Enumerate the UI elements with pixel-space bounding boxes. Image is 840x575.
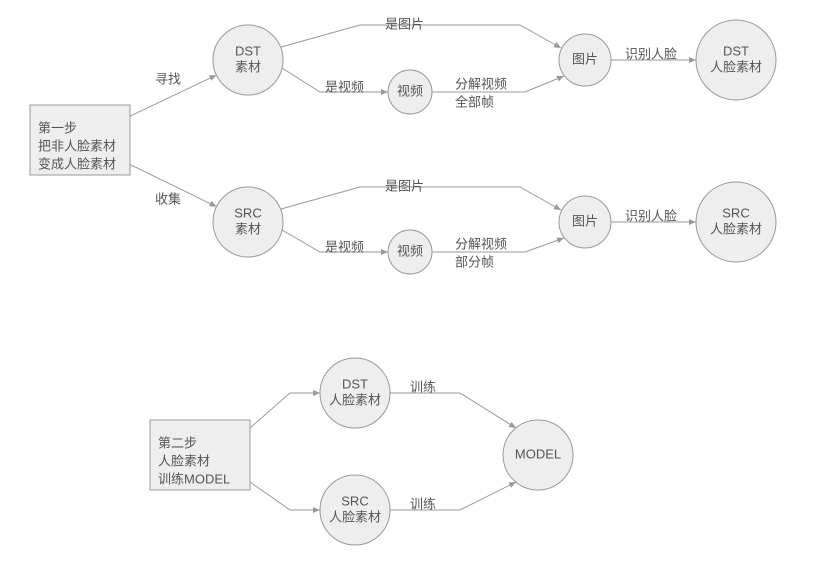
edge-label-src_img-src_face: 识别人脸 bbox=[625, 208, 677, 223]
node-text-step1-0: 第一步 bbox=[38, 120, 77, 135]
edge-label-src_face2-model: 训练 bbox=[410, 496, 436, 511]
edge-label-step1-src_mat: 收集 bbox=[155, 191, 181, 206]
edge-label-dst_img-dst_face: 识别人脸 bbox=[625, 46, 677, 61]
node-text-src_video-0: 视频 bbox=[397, 243, 423, 258]
node-text-step1-2: 变成人脸素材 bbox=[38, 156, 116, 171]
edge-label-dst_mat-dst_video: 是视频 bbox=[325, 79, 364, 94]
node-text-step1-1: 把非人脸素材 bbox=[38, 138, 116, 153]
node-text-src_face2-1: 人脸素材 bbox=[329, 509, 381, 524]
edge-label-step1-dst_mat: 寻找 bbox=[155, 71, 181, 86]
node-text-dst_face-0: DST bbox=[723, 43, 749, 58]
edge-label-src_mat-src_img: 是图片 bbox=[385, 178, 424, 193]
node-text-dst_mat-0: DST bbox=[235, 43, 261, 58]
node-text-step2-1: 人脸素材 bbox=[158, 453, 210, 468]
node-text-step2-2: 训练MODEL bbox=[158, 471, 230, 486]
node-text-model-0: MODEL bbox=[515, 446, 561, 461]
edge-label-src_mat-src_video: 是视频 bbox=[325, 239, 364, 254]
edge-src_face2-model bbox=[390, 482, 516, 510]
edge-label-dst_video-dst_img: 分解视频 bbox=[455, 76, 507, 91]
node-text-dst_img-0: 图片 bbox=[572, 51, 598, 66]
edge-label-dst_face2-model: 训练 bbox=[410, 379, 436, 394]
edge-label2-src_video-src_img: 部分帧 bbox=[455, 254, 494, 269]
edge-label-dst_mat-dst_img: 是图片 bbox=[385, 16, 424, 31]
node-text-dst_face2-1: 人脸素材 bbox=[329, 392, 381, 407]
node-text-src_face2-0: SRC bbox=[341, 493, 368, 508]
edge-label2-dst_video-dst_img: 全部帧 bbox=[455, 94, 494, 109]
node-text-src_face-0: SRC bbox=[722, 205, 749, 220]
node-text-dst_face2-0: DST bbox=[342, 376, 368, 391]
node-text-dst_face-1: 人脸素材 bbox=[710, 59, 762, 74]
flow-diagram: 第一步把非人脸素材变成人脸素材DST素材SRC素材视频视频图片图片DST人脸素材… bbox=[0, 0, 840, 575]
node-text-src_mat-0: SRC bbox=[234, 205, 261, 220]
edge-step2-dst_face2 bbox=[250, 393, 320, 428]
node-text-src_img-0: 图片 bbox=[572, 213, 598, 228]
node-text-src_mat-1: 素材 bbox=[235, 221, 261, 236]
node-text-dst_mat-1: 素材 bbox=[235, 59, 261, 74]
edge-label-src_video-src_img: 分解视频 bbox=[455, 236, 507, 251]
node-text-dst_video-0: 视频 bbox=[397, 83, 423, 98]
edge-dst_face2-model bbox=[390, 393, 516, 428]
edge-step2-src_face2 bbox=[250, 482, 320, 510]
node-text-step2-0: 第二步 bbox=[158, 435, 197, 450]
node-text-src_face-1: 人脸素材 bbox=[710, 221, 762, 236]
